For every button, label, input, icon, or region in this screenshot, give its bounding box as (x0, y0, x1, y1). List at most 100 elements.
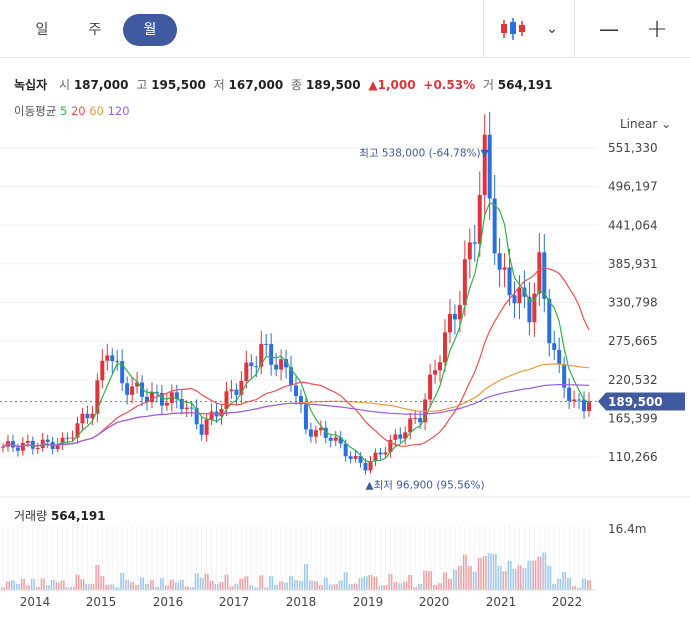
tab-daily[interactable]: 일 (35, 22, 49, 38)
candle-body (149, 392, 154, 403)
candle-body (209, 411, 214, 420)
candle-body (284, 359, 289, 368)
volume-bars: 16.4m (1, 522, 646, 590)
candle-body (303, 404, 308, 430)
candle-body (254, 366, 259, 368)
candle-body (338, 437, 343, 444)
y-tick-label: 275,665 (608, 334, 658, 348)
candle-body (562, 363, 567, 388)
candle-body (552, 343, 557, 350)
y-tick-label: 220,532 (608, 373, 658, 387)
candle-body (577, 399, 582, 401)
candle-body (115, 361, 120, 363)
tab-weekly[interactable]: 주 (88, 22, 102, 38)
candle-body (289, 367, 294, 386)
candle-body (348, 456, 353, 459)
candle-body (184, 407, 189, 410)
candle-body (547, 298, 552, 344)
candle-body (378, 452, 383, 455)
candle-body (45, 439, 50, 442)
candle-body (442, 332, 447, 363)
candle-body (130, 386, 135, 395)
candle-body (224, 391, 229, 410)
candlestick-chart-icon[interactable] (495, 10, 531, 48)
price-summary: 녹십자 시 187,000 고 195,500 저 167,000 종 189,… (14, 76, 556, 93)
candle-body (308, 429, 313, 437)
open-value: 187,000 (73, 78, 129, 92)
candle-body (438, 362, 443, 371)
candle-body (408, 418, 413, 433)
current-price-badge (598, 392, 685, 411)
volume-panel-title: 거래량 564,191 (14, 507, 106, 524)
candle-body (298, 396, 303, 405)
zoom-out-button[interactable]: — (599, 17, 619, 41)
chevron-down-icon[interactable]: ⌄ (546, 21, 558, 37)
candle-body (537, 252, 542, 294)
y-tick-label: 385,931 (608, 257, 658, 271)
candle-body (279, 359, 284, 370)
candle-body (477, 194, 482, 244)
zoom-in-button[interactable]: + (646, 14, 668, 44)
candle-body (154, 392, 159, 394)
candle-body (333, 437, 338, 441)
chevron-down-icon: ⌄ (661, 117, 672, 131)
y-tick-label: 110,266 (608, 450, 658, 464)
ma-line-20 (2, 266, 590, 448)
candle-body (249, 362, 254, 367)
candle-body (274, 364, 279, 370)
candle-body (65, 437, 70, 439)
candle-body (423, 399, 428, 423)
tab-monthly[interactable]: 월 (123, 14, 177, 46)
candle-body (318, 427, 323, 431)
candle-body (15, 447, 20, 451)
ma-60: 60 (89, 104, 104, 118)
candle-body (343, 443, 348, 457)
candle-body (313, 430, 318, 437)
candle-body (532, 293, 537, 323)
candle-body (467, 242, 472, 260)
candle-body (174, 392, 179, 400)
moving-average-label: 이동평균 (14, 104, 57, 118)
candle-body (239, 380, 244, 395)
scale-mode-selector[interactable]: Linear ⌄ (620, 117, 671, 131)
candle-body (447, 313, 452, 333)
candle-body (30, 440, 35, 449)
x-tick-label: 2021 (486, 595, 517, 609)
candle-body (1, 446, 5, 448)
candle-body (294, 385, 298, 397)
candle-body (542, 252, 547, 299)
candle-body (383, 452, 388, 455)
close-label: 종 (291, 78, 303, 92)
candle-body (567, 387, 572, 402)
candle-body (199, 424, 204, 435)
stock-name: 녹십자 (14, 78, 48, 92)
x-tick-label: 2016 (153, 595, 184, 609)
candle-body (80, 413, 85, 424)
x-tick-label: 2017 (219, 595, 250, 609)
x-tick-label: 2022 (552, 595, 583, 609)
candle-body (587, 401, 591, 412)
high-annotation: 최고 538,000 (-64.78%)▼ (359, 147, 489, 159)
candle-body (527, 296, 532, 323)
candle-body (25, 440, 30, 443)
candle-body (497, 253, 502, 270)
candle-body (269, 344, 274, 365)
candle-body (229, 389, 234, 392)
candle-body (234, 389, 239, 395)
x-tick-label: 2019 (353, 595, 384, 609)
candle-body (135, 382, 140, 387)
candle-body (522, 287, 527, 297)
candle-body (418, 417, 423, 423)
candle-body (100, 360, 105, 381)
x-tick-label: 2020 (419, 595, 450, 609)
candle-body (219, 409, 224, 417)
candle-body (145, 396, 150, 403)
candle-body (95, 380, 100, 414)
candle-body (105, 355, 110, 361)
candle-body (462, 259, 467, 306)
toolbar-divider-2 (574, 0, 575, 57)
moving-average-legend[interactable]: 이동평균 5 20 60 120 (14, 103, 130, 119)
ma-20: 20 (70, 104, 86, 118)
candlestick-icon-graphic (501, 18, 525, 40)
